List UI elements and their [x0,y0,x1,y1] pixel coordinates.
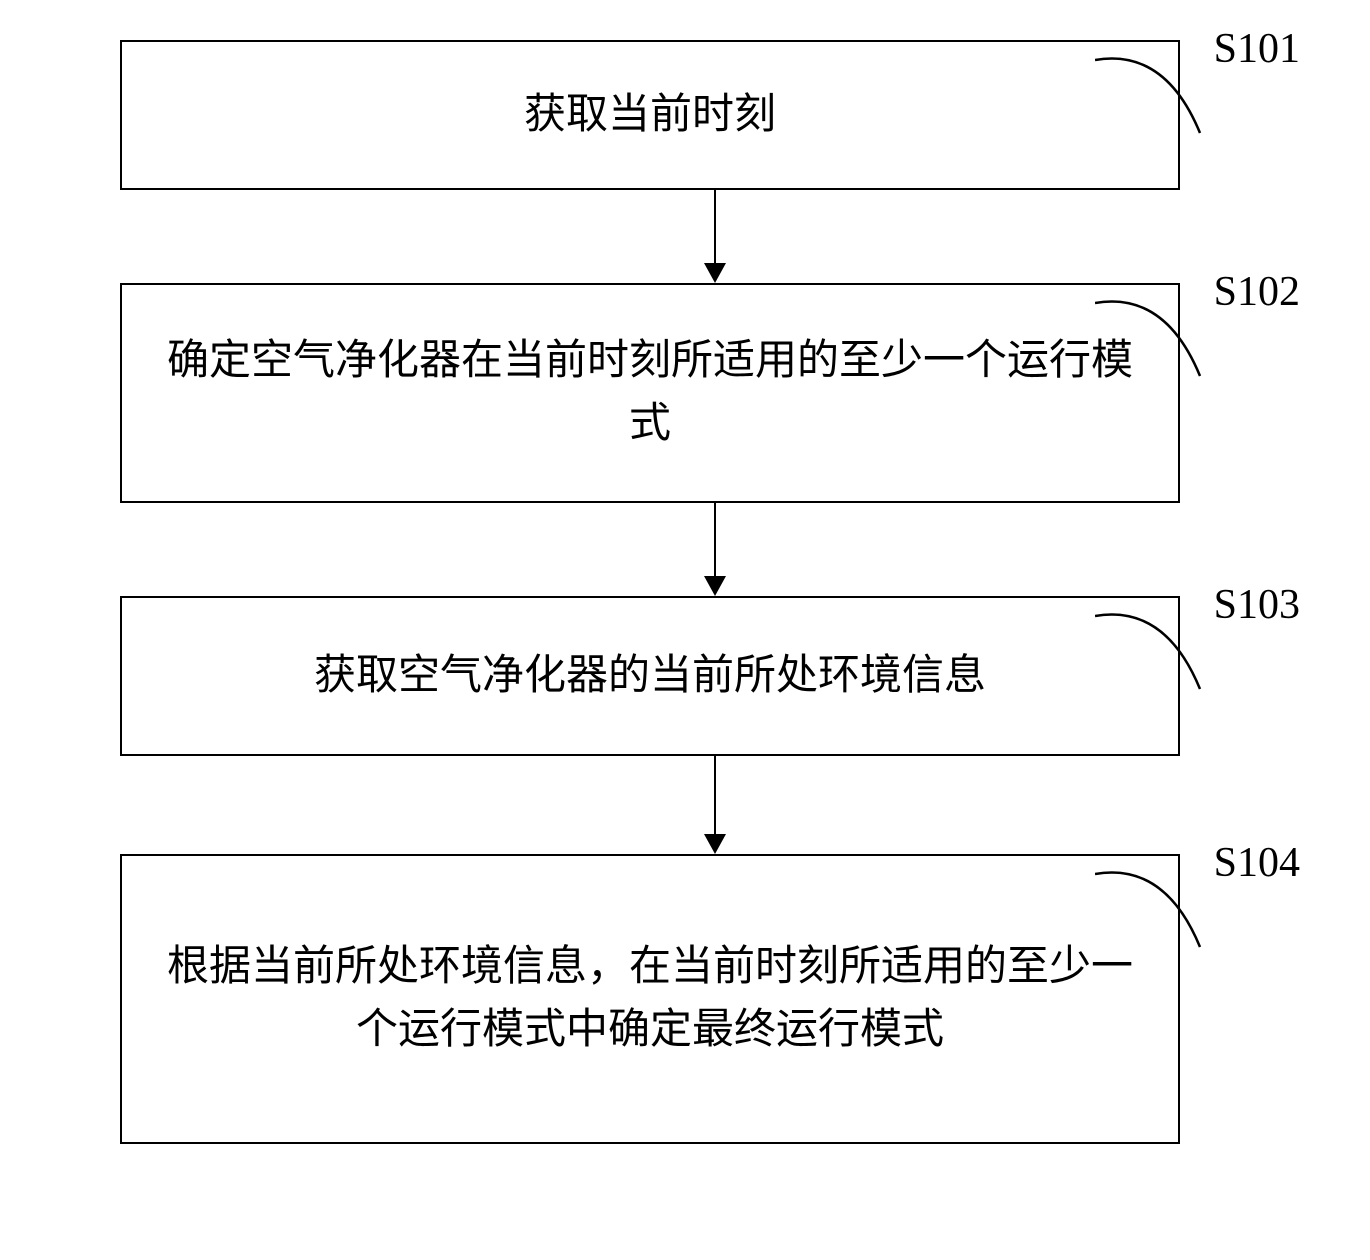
curve-connector-2 [1095,281,1215,381]
step-text-s104: 根据当前所处环境信息，在当前时刻所适用的至少一个运行模式中确定最终运行模式 [162,936,1138,1062]
step-container-2: 确定空气净化器在当前时刻所适用的至少一个运行模式 S102 [60,283,1310,503]
step-label-s104: S104 [1214,839,1300,887]
arrow-line-2 [714,503,717,578]
step-container-3: 获取空气净化器的当前所处环境信息 S103 [60,596,1310,756]
step-box-s101: 获取当前时刻 [120,40,1180,190]
step-box-s103: 获取空气净化器的当前所处环境信息 [120,596,1180,756]
curve-connector-4 [1095,852,1215,952]
flowchart-container: 获取当前时刻 S101 确定空气净化器在当前时刻所适用的至少一个运行模式 S10… [60,40,1310,1144]
curve-connector-1 [1095,38,1215,138]
step-container-4: 根据当前所处环境信息，在当前时刻所适用的至少一个运行模式中确定最终运行模式 S1… [60,854,1310,1144]
arrow-1 [185,190,1245,283]
arrow-3 [185,756,1245,854]
arrow-line-3 [714,756,717,836]
step-label-s102: S102 [1214,268,1300,316]
step-container-1: 获取当前时刻 S101 [60,40,1310,190]
step-label-s101: S101 [1214,25,1300,73]
arrow-head-1 [704,263,726,283]
step-text-s103: 获取空气净化器的当前所处环境信息 [314,645,986,708]
arrow-head-2 [704,576,726,596]
step-text-s102: 确定空气净化器在当前时刻所适用的至少一个运行模式 [162,330,1138,456]
curve-connector-3 [1095,594,1215,694]
arrow-head-3 [704,834,726,854]
step-text-s101: 获取当前时刻 [524,84,776,147]
arrow-line-1 [714,190,717,265]
step-box-s104: 根据当前所处环境信息，在当前时刻所适用的至少一个运行模式中确定最终运行模式 [120,854,1180,1144]
arrow-2 [185,503,1245,596]
step-box-s102: 确定空气净化器在当前时刻所适用的至少一个运行模式 [120,283,1180,503]
step-label-s103: S103 [1214,581,1300,629]
